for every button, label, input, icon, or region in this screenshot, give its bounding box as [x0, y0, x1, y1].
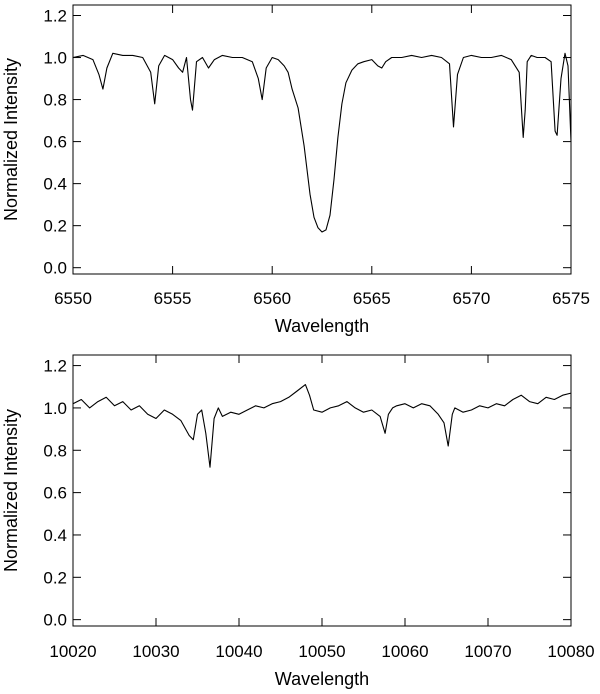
x-tick-label: 10030 [132, 642, 179, 661]
bottom-spectrum-panel: 10020 10030 10040 10050 10060 10070 10080 0.0 0.… [1, 354, 595, 689]
x-tick-label: 6550 [54, 289, 92, 308]
y-tick-label: 1.0 [43, 399, 67, 418]
x-tick-label: 10020 [49, 642, 96, 661]
x-tick-label: 6555 [154, 289, 192, 308]
y-tick-label: 0.2 [43, 568, 67, 587]
plot-frame [72, 4, 572, 275]
x-axis-label: Wavelength [275, 316, 369, 336]
x-tick-label: 6560 [253, 289, 291, 308]
y-tick-label: 1.0 [43, 49, 67, 68]
y-axis-label: Normalized Intensity [1, 58, 21, 221]
x-tick-label: 6575 [552, 289, 590, 308]
y-axis-label: Normalized Intensity [1, 409, 21, 572]
x-tick-label: 10040 [215, 642, 262, 661]
y-tick-label: 0.4 [43, 526, 67, 545]
top-spectrum-panel: 6550 6555 6560 6565 6570 6575 0.0 0.2 0.4 0.6 0.8 1… [1, 4, 590, 336]
y-tick-label: 1.2 [43, 7, 67, 26]
y-tick-label: 0.8 [43, 91, 67, 110]
x-tick-label: 6565 [353, 289, 391, 308]
x-tick-label: 10070 [464, 642, 511, 661]
x-tick-label: 10050 [298, 642, 345, 661]
spectrum-line [72, 384, 572, 468]
y-tick-label: 0.2 [43, 217, 67, 236]
y-tick-label: 0.0 [43, 259, 67, 278]
y-tick-label: 0.4 [43, 175, 67, 194]
x-axis-label: Wavelength [275, 669, 369, 689]
plot-frame [72, 354, 572, 627]
y-tick-label: 0.6 [43, 484, 67, 503]
x-tick-label: 10080 [547, 642, 594, 661]
x-tick-label: 10060 [381, 642, 428, 661]
y-tick-label: 0.6 [43, 133, 67, 152]
spectrum-line [72, 52, 572, 233]
x-tick-label: 6570 [452, 289, 490, 308]
y-tick-label: 1.2 [43, 357, 67, 376]
y-tick-label: 0.8 [43, 441, 67, 460]
y-tick-label: 0.0 [43, 611, 67, 630]
